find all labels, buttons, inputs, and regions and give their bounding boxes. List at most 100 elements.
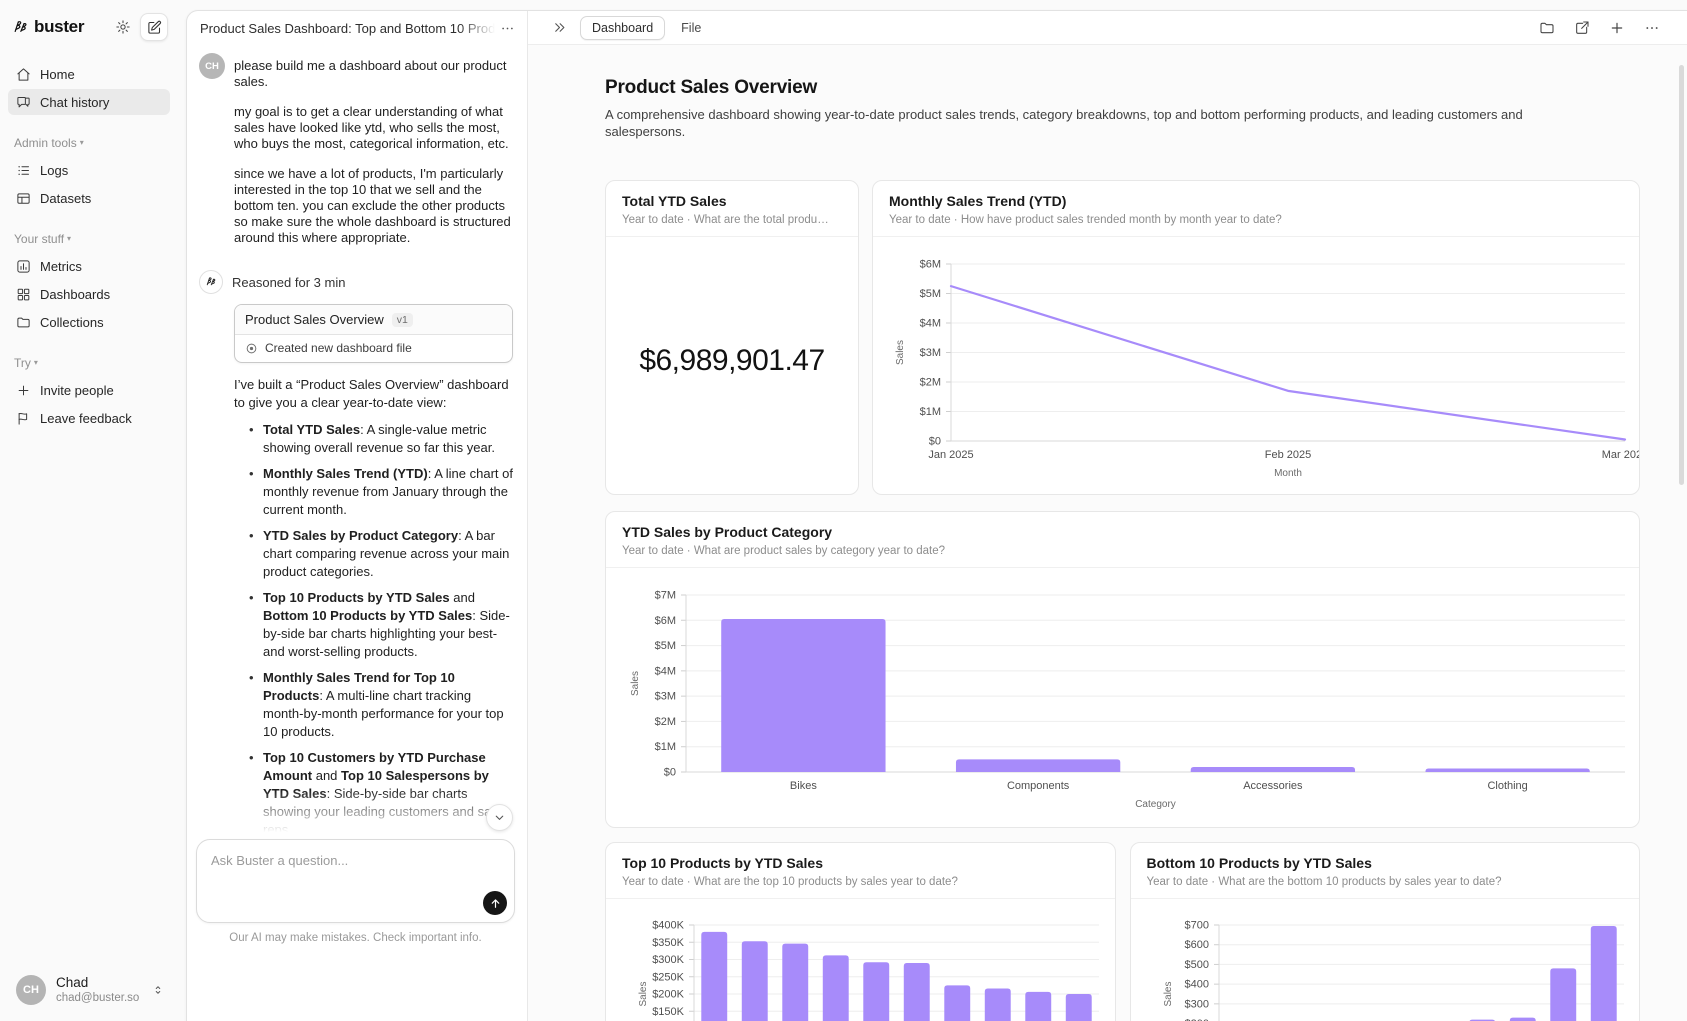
svg-text:$6M: $6M [920, 259, 941, 271]
metric-card-total-ytd-sales[interactable]: Total YTD Sales Year to date · What are … [605, 180, 859, 495]
sidebar-item-metrics[interactable]: Metrics [8, 253, 170, 279]
caret-down-icon: ▾ [79, 138, 84, 147]
card-title: Total YTD Sales [622, 193, 727, 209]
svg-text:$5M: $5M [655, 640, 676, 652]
chat-input-box[interactable] [196, 839, 515, 923]
svg-text:$200K: $200K [652, 989, 684, 1001]
plus-icon[interactable] [1609, 20, 1625, 36]
svg-text:$400: $400 [1184, 979, 1208, 991]
scroll-to-bottom-button[interactable] [486, 804, 513, 831]
section-label: Try [14, 356, 31, 370]
svg-text:$4M: $4M [655, 665, 676, 677]
avatar: CH [199, 53, 225, 79]
svg-text:$2M: $2M [920, 377, 941, 389]
sidebar-section-your-stuff[interactable]: Your stuff ▾ [6, 231, 172, 247]
sidebar-item-label: Dashboards [40, 286, 111, 302]
chat-messages[interactable]: CH please build me a dashboard about our… [187, 45, 527, 838]
send-button[interactable] [483, 891, 507, 915]
radio-dot-icon [245, 342, 258, 355]
plus-icon [16, 383, 31, 398]
user-message: CH please build me a dashboard about our… [187, 45, 527, 260]
app-logo: buster [12, 17, 106, 37]
sidebar-item-label: Leave feedback [40, 410, 132, 426]
svg-text:Category: Category [1135, 799, 1176, 810]
line-chart-monthly-sales: $0 $1M $2M $3M $4M $5M $6M Sales Jan 2025 Feb 202… [873, 237, 1639, 494]
more-icon [500, 21, 515, 36]
new-chat-icon [147, 20, 162, 35]
user-name: Chad [56, 975, 89, 990]
avatar: CH [16, 975, 46, 1005]
tab-dashboard[interactable]: Dashboard [580, 15, 666, 40]
user-menu[interactable]: CH Chad chad@buster.so [0, 965, 178, 1021]
sidebar-item-invite-people[interactable]: Invite people [8, 377, 170, 403]
chart-card-monthly-sales-trend[interactable]: Monthly Sales Trend (YTD) Year to date ·… [872, 180, 1640, 495]
sidebar-item-home[interactable]: Home [8, 61, 170, 87]
svg-text:$200: $200 [1184, 1018, 1208, 1021]
share-icon[interactable] [1574, 20, 1590, 36]
more-icon[interactable] [1644, 20, 1660, 36]
svg-text:Clothing: Clothing [1487, 780, 1527, 792]
chart-canvas: $0 $1M $2M $3M $4M $5M $6M Sales Jan 2025 Feb 202… [895, 259, 1639, 480]
sidebar-item-collections[interactable]: Collections [8, 309, 170, 335]
collapse-panel-button[interactable] [548, 17, 570, 39]
svg-text:$400K: $400K [652, 920, 684, 932]
arrow-up-icon [489, 897, 502, 910]
dashboard-file-card[interactable]: Product Sales Overview v1 Created new da… [234, 304, 513, 363]
svg-text:$0: $0 [929, 436, 941, 448]
flag-icon [16, 411, 31, 426]
card-subtitle: Year to date · What are product sales by… [622, 545, 946, 557]
chat-input[interactable] [197, 840, 514, 894]
sidebar-item-label: Home [40, 66, 75, 82]
bullet-item: Top 10 Products by YTD Sales and Bottom … [249, 589, 515, 661]
metrics-icon [16, 259, 31, 274]
sidebar-item-dashboards[interactable]: Dashboards [8, 281, 170, 307]
bullet-item: YTD Sales by Product Category: A bar cha… [249, 527, 515, 581]
sidebar-item-label: Logs [40, 162, 69, 178]
user-email: chad@buster.so [56, 992, 140, 1004]
svg-text:$300: $300 [1184, 998, 1208, 1010]
chevrons-right-icon [552, 20, 567, 35]
scrollbar[interactable] [1679, 65, 1684, 485]
dashboard-scroll-area[interactable]: Product Sales Overview A comprehensive d… [528, 45, 1687, 1021]
chart-card-bottom-10-products[interactable]: Bottom 10 Products by YTD Sales Year to … [1129, 842, 1640, 1021]
sidebar-item-datasets[interactable]: Datasets [8, 185, 170, 211]
reasoned-label: Reasoned for 3 min [232, 274, 346, 290]
bar-chart-category-sales: $0 $1M $2M $3M $4M $5M $6M $7M Sales Bikes Compone… [606, 568, 1639, 827]
card-title: Monthly Sales Trend (YTD) [889, 193, 1067, 209]
dashboards-icon [16, 287, 31, 302]
chevron-updown-icon [152, 984, 164, 996]
sidebar-item-leave-feedback[interactable]: Leave feedback [8, 405, 170, 431]
bullet-item: Top 10 Customers by YTD Purchase Amount … [249, 749, 515, 838]
svg-text:$3M: $3M [655, 691, 676, 703]
svg-text:Sales: Sales [638, 981, 649, 1006]
tab-file[interactable]: File [681, 20, 702, 35]
svg-text:$7M: $7M [655, 590, 676, 602]
reasoning-row[interactable]: Reasoned for 3 min [187, 260, 527, 294]
chart-card-top-10-products[interactable]: Top 10 Products by YTD Sales Year to dat… [605, 842, 1116, 1021]
bullet-item: Monthly Sales Trend (YTD): A line chart … [249, 465, 515, 519]
card-title: YTD Sales by Product Category [622, 524, 833, 540]
svg-text:$3M: $3M [920, 347, 941, 359]
sidebar-item-label: Metrics [40, 258, 82, 274]
folder-icon[interactable] [1539, 20, 1555, 36]
card-subtitle: Year to date · How have product sales tr… [889, 214, 1282, 226]
new-chat-button[interactable] [140, 13, 168, 41]
settings-button[interactable] [110, 14, 136, 40]
datasets-icon [16, 191, 31, 206]
file-title: Product Sales Overview [245, 312, 384, 327]
sidebar-section-try[interactable]: Try ▾ [6, 355, 172, 371]
assistant-intro: I’ve built a “Product Sales Overview” da… [234, 377, 509, 410]
svg-text:$2M: $2M [655, 716, 676, 728]
message-paragraph: since we have a lot of products, I'm par… [234, 166, 511, 245]
svg-text:$1M: $1M [655, 741, 676, 753]
sidebar-section-admin-tools[interactable]: Admin tools ▾ [6, 135, 172, 151]
bullet-item: Monthly Sales Trend for Top 10 Products:… [249, 669, 515, 741]
svg-text:Month: Month [1274, 468, 1302, 479]
sidebar-item-logs[interactable]: Logs [8, 157, 170, 183]
chart-card-ytd-sales-by-category[interactable]: YTD Sales by Product Category Year to da… [605, 511, 1640, 828]
chat-menu-button[interactable] [495, 16, 519, 40]
sidebar-item-chat-history[interactable]: Chat history [8, 89, 170, 115]
bullet-item: Total YTD Sales: A single-value metric s… [249, 421, 515, 457]
sidebar-item-label: Datasets [40, 190, 92, 206]
